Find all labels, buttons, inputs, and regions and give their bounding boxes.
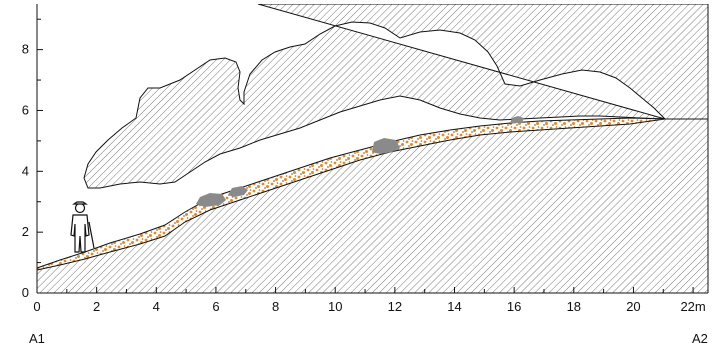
y-tick-label: 0 bbox=[22, 285, 29, 300]
x-tick-label: 2 bbox=[93, 299, 100, 314]
bedrock-ceiling bbox=[83, 4, 709, 189]
y-tick-label: 4 bbox=[22, 163, 29, 178]
human-figure-icon bbox=[70, 201, 95, 253]
x-tick-label: 6 bbox=[212, 299, 219, 314]
x-tick-label: 14 bbox=[447, 299, 461, 314]
x-tick-label: 12 bbox=[388, 299, 402, 314]
profile-end-label: A2 bbox=[692, 331, 708, 346]
x-tick-label: 4 bbox=[153, 299, 160, 314]
profile-start-label: A1 bbox=[29, 331, 45, 346]
x-tick-label: 16 bbox=[507, 299, 521, 314]
x-tick-label: 8 bbox=[272, 299, 279, 314]
bedrock-floor bbox=[37, 119, 708, 293]
y-tick-label: 8 bbox=[22, 42, 29, 57]
x-tick-label: 18 bbox=[567, 299, 581, 314]
boulder-1 bbox=[196, 193, 226, 207]
x-tick-label: 10 bbox=[328, 299, 342, 314]
boulder-3 bbox=[372, 138, 400, 154]
x-tick-label: 0 bbox=[33, 299, 40, 314]
y-tick-label: 2 bbox=[22, 224, 29, 239]
sediment-layer bbox=[36, 117, 666, 271]
y-tick-label: 6 bbox=[22, 102, 29, 117]
x-tick-label: 22m bbox=[680, 299, 705, 314]
x-tick-label: 20 bbox=[626, 299, 640, 314]
boulder-2 bbox=[228, 186, 248, 197]
boulder-4 bbox=[510, 116, 524, 123]
